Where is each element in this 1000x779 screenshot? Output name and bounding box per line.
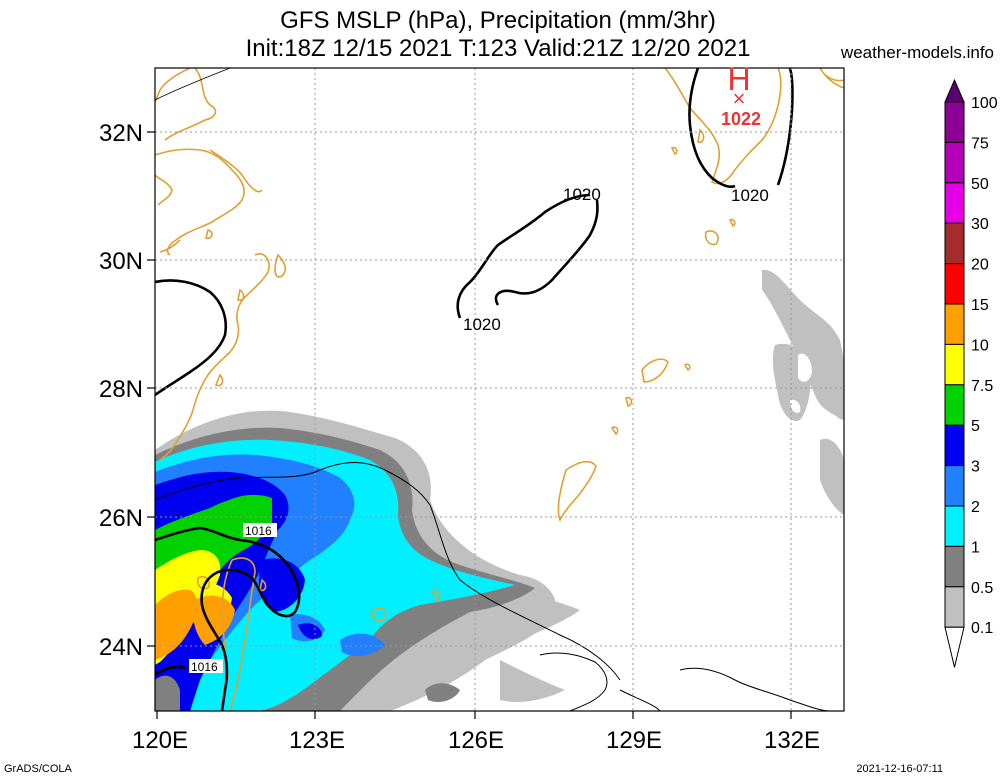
colorbar-segment xyxy=(944,182,965,224)
latitude-labels: 32N 30N 28N 26N 24N xyxy=(99,120,143,661)
lon-label: 132E xyxy=(764,727,820,754)
lon-label: 123E xyxy=(289,727,345,754)
colorbar-segment xyxy=(944,545,965,588)
footer-credit: GrADS/COLA xyxy=(4,763,72,775)
colorbar-label: 3 xyxy=(971,459,980,476)
colorbar-label: 30 xyxy=(971,216,989,233)
site-credit: weather-models.info xyxy=(840,43,994,62)
colorbar-label: 1 xyxy=(971,539,980,556)
map-frame xyxy=(154,67,845,712)
colorbar-segment xyxy=(944,222,965,265)
lon-label: 120E xyxy=(132,727,188,754)
colorbar-segment xyxy=(944,101,965,143)
colorbar-segment xyxy=(944,303,965,345)
colorbar-label: 50 xyxy=(971,176,989,193)
high-pressure-center: H × 1022 xyxy=(721,61,761,129)
colorbar-label: 7.5 xyxy=(971,378,993,395)
colorbar-label: 10 xyxy=(971,337,989,354)
isobar-label: 1016 xyxy=(245,524,272,538)
colorbar-label: 2 xyxy=(971,499,980,516)
lon-label: 126E xyxy=(448,727,504,754)
lat-label: 24N xyxy=(99,634,143,661)
colorbar-top-arrow xyxy=(944,78,965,103)
axis-ticks xyxy=(147,131,792,719)
lat-label: 32N xyxy=(99,120,143,147)
colorbar-segment xyxy=(944,384,965,426)
colorbar-label: 5 xyxy=(971,418,980,435)
colorbar-label: 0.5 xyxy=(971,580,993,597)
thin-contours xyxy=(155,462,831,711)
colorbar-label: 100 xyxy=(971,95,998,112)
chart-subtitle: Init:18Z 12/15 2021 T:123 Valid:21Z 12/2… xyxy=(245,35,751,62)
lon-label: 129E xyxy=(606,727,662,754)
isobar-label: 1020 xyxy=(731,186,769,205)
footer-timestamp: 2021-12-16-07:11 xyxy=(856,763,943,775)
chart-title: GFS MSLP (hPa), Precipitation (mm/3hr) xyxy=(280,7,716,34)
high-symbol: H xyxy=(727,61,750,97)
isobar-label-bg xyxy=(243,523,277,537)
isobar-label: 1020 xyxy=(463,315,501,334)
colorbar-label: 15 xyxy=(971,297,989,314)
colorbar-segment xyxy=(944,424,965,467)
colorbar-label: 20 xyxy=(971,257,989,274)
colorbar-segment xyxy=(944,505,965,547)
grid-lines xyxy=(155,68,844,711)
colorbar-segment xyxy=(944,586,965,628)
longitude-labels: 120E 123E 126E 129E 132E xyxy=(132,727,820,754)
lat-label: 28N xyxy=(99,376,143,403)
colorbar-label: 75 xyxy=(971,135,989,152)
isobar-label-bg xyxy=(189,659,223,673)
isobars xyxy=(155,68,794,711)
colorbar: 100 75 50 30 20 15 10 7.5 5 3 2 1 0.5 0.1 xyxy=(944,78,998,668)
boundary-line xyxy=(155,68,231,101)
colorbar-segment xyxy=(944,141,965,184)
lat-label: 26N xyxy=(99,505,143,532)
coastline xyxy=(155,68,844,711)
isobar-label: 1020 xyxy=(563,185,601,204)
isobar-labels: 1020 1020 1020 1016 1016 xyxy=(189,185,769,674)
colorbar-segment xyxy=(944,465,965,507)
colorbar-segment xyxy=(944,343,965,386)
colorbar-segment xyxy=(944,263,965,305)
high-marker: × xyxy=(733,86,746,111)
colorbar-bottom-arrow xyxy=(944,626,965,668)
high-value: 1022 xyxy=(721,109,761,129)
colorbar-label: 0.1 xyxy=(971,620,993,637)
lat-label: 30N xyxy=(99,248,143,275)
isobar-label: 1016 xyxy=(191,660,218,674)
